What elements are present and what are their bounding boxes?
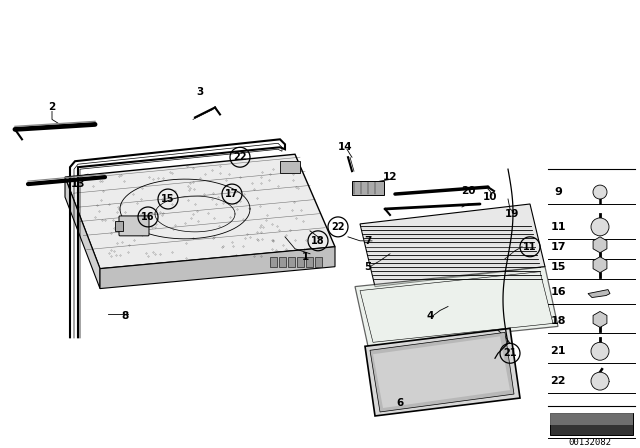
Text: 14: 14 — [338, 142, 352, 152]
Text: 15: 15 — [161, 194, 175, 204]
Bar — [550, 413, 633, 435]
Polygon shape — [355, 267, 558, 346]
FancyBboxPatch shape — [119, 216, 149, 236]
Text: 16: 16 — [550, 287, 566, 297]
Bar — [288, 257, 295, 267]
Text: 2: 2 — [49, 103, 56, 112]
Text: 6: 6 — [396, 398, 404, 408]
Text: 21: 21 — [503, 348, 516, 358]
Polygon shape — [65, 177, 100, 289]
Text: 7: 7 — [364, 236, 372, 246]
Polygon shape — [588, 289, 610, 297]
Text: 19: 19 — [505, 209, 519, 219]
Text: 9: 9 — [554, 187, 562, 197]
Polygon shape — [365, 328, 520, 416]
Text: 1: 1 — [301, 252, 308, 262]
Text: 20: 20 — [461, 186, 476, 196]
Text: 21: 21 — [550, 346, 566, 356]
Bar — [270, 257, 277, 267]
Polygon shape — [100, 247, 335, 289]
Text: 3: 3 — [196, 86, 204, 97]
Text: 18: 18 — [311, 236, 325, 246]
Circle shape — [591, 218, 609, 236]
Bar — [279, 257, 286, 267]
Text: 15: 15 — [550, 262, 566, 271]
Text: 12: 12 — [383, 172, 397, 182]
Text: 11: 11 — [550, 222, 566, 232]
Text: 18: 18 — [550, 316, 566, 327]
Text: 10: 10 — [483, 192, 497, 202]
Bar — [550, 413, 633, 425]
Text: 13: 13 — [71, 179, 85, 189]
Text: 22: 22 — [233, 152, 247, 162]
Text: 17: 17 — [225, 189, 239, 199]
Polygon shape — [65, 154, 335, 269]
Circle shape — [591, 342, 609, 360]
Text: 22: 22 — [550, 376, 566, 386]
Bar — [280, 161, 300, 173]
Circle shape — [591, 372, 609, 390]
Text: 11: 11 — [524, 242, 537, 252]
Polygon shape — [370, 332, 514, 412]
Bar — [297, 257, 304, 267]
Text: 17: 17 — [550, 242, 566, 252]
Circle shape — [593, 185, 607, 199]
Text: 22: 22 — [332, 222, 345, 232]
Text: 00132082: 00132082 — [568, 438, 611, 447]
Text: 8: 8 — [122, 311, 129, 322]
Bar — [115, 221, 123, 231]
Bar — [315, 257, 322, 267]
Text: 5: 5 — [364, 262, 372, 271]
Text: 16: 16 — [141, 212, 155, 222]
Polygon shape — [360, 204, 545, 287]
Bar — [306, 257, 313, 267]
Bar — [352, 181, 384, 195]
Text: 4: 4 — [426, 311, 434, 322]
Polygon shape — [373, 336, 510, 408]
